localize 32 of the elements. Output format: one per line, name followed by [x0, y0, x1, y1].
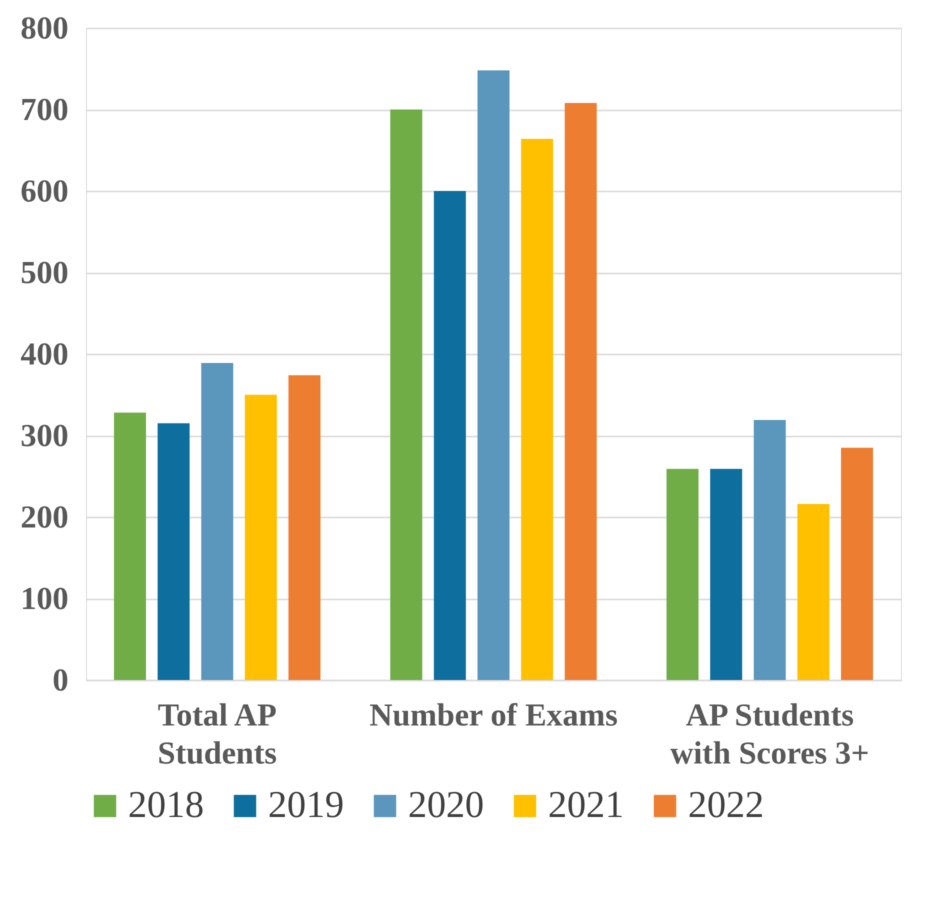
x-tick-label: AP Students with Scores 3+: [670, 696, 870, 770]
y-tick-label: 400: [20, 336, 68, 372]
bar: [244, 394, 277, 680]
legend-label: 2020: [408, 784, 484, 826]
bar: [754, 420, 786, 680]
bar: [478, 70, 510, 680]
bar: [564, 102, 597, 680]
bar: [710, 468, 742, 680]
y-tick-label: 800: [20, 10, 68, 46]
legend-label: 2022: [688, 784, 764, 826]
bar: [201, 362, 234, 680]
y-tick-label: 0: [52, 662, 68, 698]
legend-label: 2019: [268, 784, 344, 826]
y-tick-label: 300: [20, 417, 68, 453]
y-tick-label: 200: [20, 498, 68, 534]
bar: [797, 504, 830, 680]
bar: [841, 448, 874, 680]
y-tick-label: 100: [20, 580, 68, 616]
y-tick-label: 500: [20, 254, 68, 290]
bar: [288, 375, 320, 680]
bar: [434, 191, 466, 680]
legend-label: 2018: [128, 784, 204, 826]
y-tick-label: 600: [20, 172, 68, 208]
bar: [158, 423, 190, 680]
legend-label: 2021: [548, 784, 624, 826]
x-tick-label: Number of Exams: [369, 696, 618, 732]
bar: [521, 138, 554, 680]
y-tick-label: 700: [20, 91, 68, 127]
bar: [114, 412, 146, 680]
bar: [390, 110, 422, 680]
x-tick-label: Total AP Students: [158, 696, 277, 770]
bar: [666, 468, 699, 680]
